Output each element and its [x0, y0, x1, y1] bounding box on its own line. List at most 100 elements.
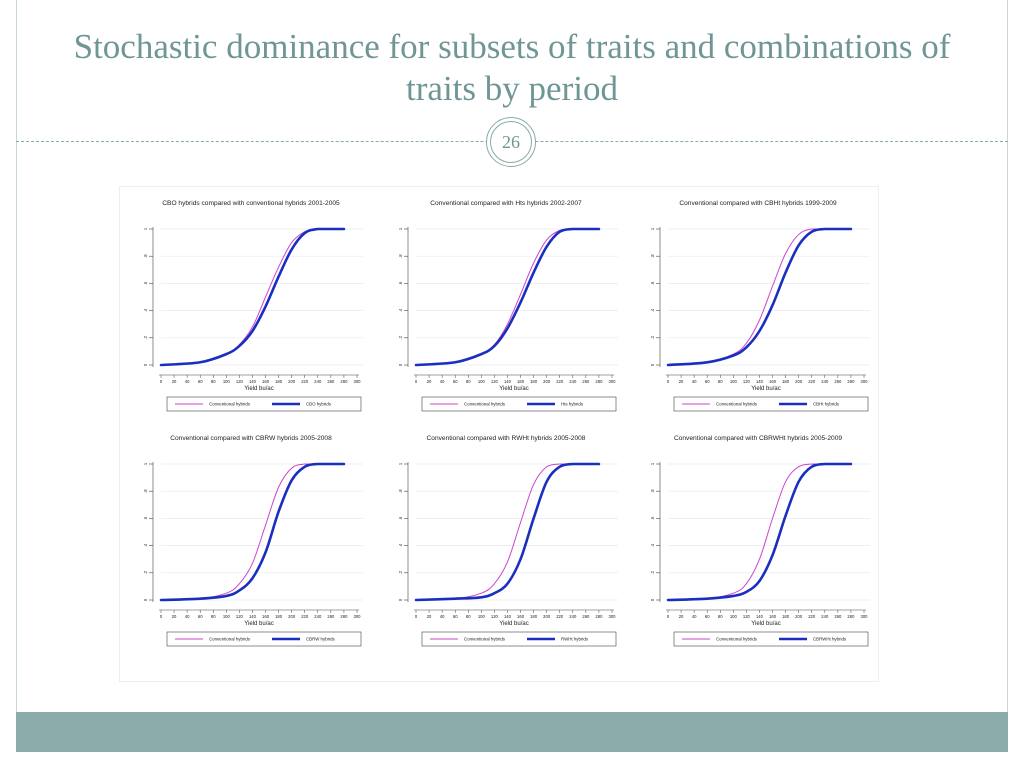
x-tick-label: 120: [236, 614, 244, 619]
x-axis-label: Yield bu/ac: [751, 386, 780, 392]
x-tick-label: 80: [211, 379, 216, 384]
y-tick-label: 1: [398, 227, 403, 230]
x-tick-label: 300: [861, 614, 869, 619]
x-tick-label: 160: [769, 379, 777, 384]
x-tick-label: 60: [453, 379, 458, 384]
chart-title: Conventional compared with Hts hybrids 2…: [430, 200, 582, 207]
x-tick-label: 120: [236, 379, 244, 384]
x-tick-label: 120: [491, 379, 499, 384]
x-tick-label: 240: [314, 379, 322, 384]
x-tick-label: 100: [730, 614, 738, 619]
y-tick-label: .4: [650, 308, 655, 312]
y-tick-label: .8: [650, 254, 655, 258]
x-axis-label: Yield bu/ac: [244, 386, 273, 392]
x-tick-label: 60: [705, 379, 710, 384]
legend-label: CBRW hybrids: [306, 637, 336, 642]
x-tick-label: 20: [679, 614, 684, 619]
y-tick-label: .6: [398, 516, 403, 520]
legend-label: CBO hybrids: [306, 402, 332, 407]
x-tick-label: 40: [692, 379, 697, 384]
x-tick-label: 280: [340, 379, 348, 384]
x-tick-label: 0: [415, 614, 418, 619]
x-tick-label: 160: [769, 614, 777, 619]
x-tick-label: 220: [808, 379, 816, 384]
x-tick-label: 40: [440, 379, 445, 384]
x-tick-label: 260: [834, 614, 842, 619]
x-tick-label: 260: [327, 379, 335, 384]
figure-panel: [119, 186, 879, 682]
x-tick-label: 0: [667, 379, 670, 384]
x-tick-label: 240: [569, 379, 577, 384]
y-tick-label: .4: [650, 543, 655, 547]
series-line-trait: [666, 227, 853, 367]
y-tick-label: 1: [650, 227, 655, 230]
legend-box: [673, 396, 869, 412]
x-tick-label: 140: [504, 614, 512, 619]
x-tick-label: 140: [249, 379, 257, 384]
x-tick-label: 100: [478, 379, 486, 384]
legend-label: Conventional hybrids: [464, 637, 506, 642]
legend-label: Conventional hybrids: [716, 402, 758, 407]
y-tick-label: .6: [143, 516, 148, 520]
x-tick-label: 220: [301, 379, 309, 384]
x-tick-label: 20: [172, 614, 177, 619]
y-tick-label: .8: [143, 489, 148, 493]
x-tick-label: 300: [354, 614, 362, 619]
y-tick-label: .6: [650, 281, 655, 285]
chart-6: Conventional compared with CBRWHt hybrid…: [650, 435, 870, 647]
series-line-trait: [414, 227, 601, 367]
legend-box: [421, 631, 617, 647]
x-axis-label: Yield bu/ac: [751, 621, 780, 627]
x-tick-label: 220: [556, 614, 564, 619]
chart-1: CBO hybrids compared with conventional h…: [143, 200, 363, 412]
x-tick-label: 220: [301, 614, 309, 619]
y-tick-label: .4: [398, 543, 403, 547]
x-axis-label: Yield bu/ac: [244, 621, 273, 627]
x-tick-label: 220: [556, 379, 564, 384]
x-tick-label: 40: [185, 614, 190, 619]
x-tick-label: 160: [517, 379, 525, 384]
chart-5: Conventional compared with RWHt hybrids …: [398, 435, 618, 647]
x-tick-label: 260: [582, 379, 590, 384]
x-tick-label: 260: [582, 614, 590, 619]
x-tick-label: 120: [743, 614, 751, 619]
series-line-conventional: [160, 228, 345, 366]
y-tick-label: .4: [143, 543, 148, 547]
x-axis-label: Yield bu/ac: [499, 621, 528, 627]
y-tick-label: .8: [398, 489, 403, 493]
x-tick-label: 280: [595, 614, 603, 619]
x-tick-label: 240: [821, 379, 829, 384]
y-tick-label: .2: [398, 335, 403, 339]
y-tick-label: 0: [143, 363, 148, 366]
legend-label: CBRWHt hybrids: [813, 637, 847, 642]
page-number-badge: 26: [486, 117, 536, 167]
x-tick-label: 200: [288, 614, 296, 619]
x-tick-label: 0: [415, 379, 418, 384]
x-tick-label: 20: [172, 379, 177, 384]
x-tick-label: 60: [453, 614, 458, 619]
x-tick-label: 120: [491, 614, 499, 619]
y-tick-label: .8: [143, 254, 148, 258]
y-tick-label: .2: [143, 335, 148, 339]
x-tick-label: 160: [262, 379, 270, 384]
x-tick-label: 100: [730, 379, 738, 384]
x-tick-label: 160: [262, 614, 270, 619]
x-tick-label: 20: [679, 379, 684, 384]
x-tick-label: 200: [288, 379, 296, 384]
x-tick-label: 80: [718, 614, 723, 619]
x-tick-label: 140: [756, 614, 764, 619]
y-tick-label: .8: [650, 489, 655, 493]
chart-title: Conventional compared with CBHt hybrids …: [679, 200, 837, 207]
y-tick-label: .6: [143, 281, 148, 285]
y-tick-label: 0: [143, 598, 148, 601]
x-tick-label: 280: [595, 379, 603, 384]
y-tick-label: .2: [650, 570, 655, 574]
x-tick-label: 200: [795, 614, 803, 619]
x-tick-label: 180: [275, 614, 283, 619]
y-tick-label: 0: [650, 363, 655, 366]
chart-title: Conventional compared with CBRW hybrids …: [170, 435, 332, 442]
x-tick-label: 140: [756, 379, 764, 384]
x-tick-label: 80: [466, 379, 471, 384]
x-tick-label: 40: [692, 614, 697, 619]
